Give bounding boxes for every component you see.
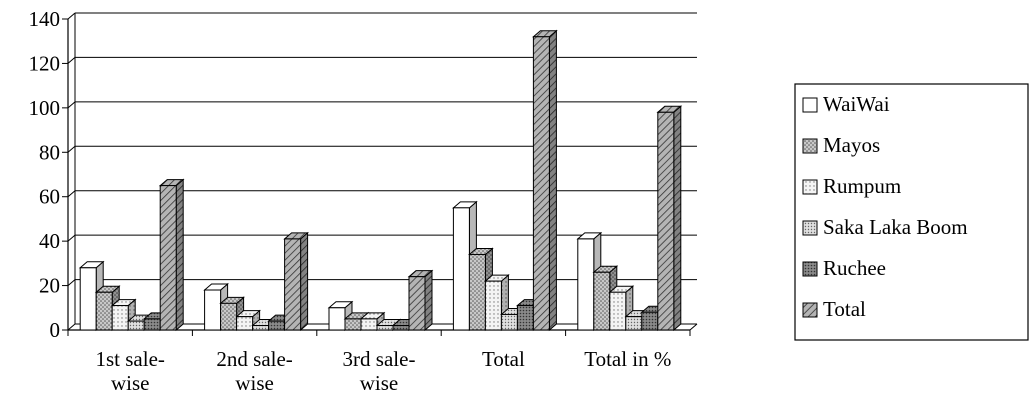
bar-front [500, 313, 518, 331]
bar-front [392, 325, 410, 331]
bar-side-shade [673, 106, 681, 330]
y-tick-label: 140 [29, 7, 61, 31]
bar-front [79, 267, 97, 331]
y-tick-label: 0 [50, 318, 61, 342]
bar-front [625, 316, 643, 331]
bar-total [656, 105, 683, 332]
legend-swatch [802, 97, 818, 113]
bar-front [468, 253, 486, 331]
bar-front [641, 311, 659, 331]
y-tick-label: 40 [39, 229, 60, 253]
y-tick-label: 120 [29, 51, 61, 75]
bar-front [657, 111, 675, 331]
gridline-depth [67, 190, 76, 198]
bar-front [328, 307, 346, 331]
bar-side-shade [300, 232, 308, 330]
x-category-label: 1st sale- [95, 347, 164, 371]
bar-front [220, 302, 238, 331]
y-tick-label: 20 [39, 274, 60, 298]
bar-total [407, 269, 434, 332]
legend-entry: Rumpum [823, 174, 901, 198]
gridline-depth [67, 279, 76, 286]
bar-total [283, 231, 309, 332]
bar-front [609, 291, 627, 331]
bar-front [484, 280, 502, 331]
gridline-depth [67, 12, 76, 20]
bar-front [532, 36, 550, 331]
legend-swatch [802, 179, 818, 195]
legend-swatch [802, 220, 818, 236]
legend-entry: WaiWai [823, 92, 890, 116]
x-category-label: Total in % [584, 347, 671, 371]
y-tick-label: 60 [39, 185, 60, 209]
bar-front [577, 238, 595, 331]
legend-entry: Ruchee [823, 256, 886, 280]
legend-entry: Mayos [823, 133, 880, 157]
gridline-depth [67, 323, 76, 331]
legend-entry: Saka Laka Boom [823, 215, 968, 239]
bar-front [268, 320, 286, 331]
bar-side-shade [176, 179, 184, 330]
x-category-label: Total [482, 347, 525, 371]
bar-front [452, 207, 470, 331]
bar-total [158, 178, 185, 332]
bar-front [593, 271, 611, 331]
x-category-label: wise [360, 371, 399, 395]
gridline-depth [67, 57, 76, 64]
bar-front [111, 305, 129, 331]
legend: WaiWai Mayos Rumpum Saka Laka Boom Ruchee Tot… [794, 83, 1029, 341]
bar-front [252, 325, 270, 331]
bar-side-shade [549, 30, 557, 331]
bar-front [344, 318, 362, 331]
bars-layer [78, 29, 683, 332]
gridline-depth [67, 101, 76, 109]
bar-front [95, 291, 113, 331]
bar-front [127, 320, 145, 331]
bar-front [204, 289, 222, 331]
bar-front [143, 318, 161, 331]
bar-front [376, 325, 394, 331]
legend-swatch [802, 302, 818, 318]
x-category-label: 3rd sale- [343, 347, 416, 371]
bar-front [360, 318, 378, 331]
x-category-label: wise [235, 371, 274, 395]
gridline-depth [67, 145, 76, 153]
legend-entry: Total [823, 297, 866, 321]
bar-front [516, 305, 534, 331]
bar-front [236, 316, 254, 331]
bar-front [159, 185, 177, 331]
legend-swatch [802, 261, 818, 277]
x-category-label: wise [111, 371, 150, 395]
legend-swatch [802, 138, 818, 154]
bar-front [284, 238, 302, 331]
legend-box [794, 83, 1029, 341]
floor-edge [689, 323, 698, 331]
x-category-label: 2nd sale- [216, 347, 292, 371]
y-tick-label: 100 [29, 96, 61, 120]
bar-total [532, 29, 558, 332]
gridline-depth [67, 234, 76, 242]
bar-front [408, 276, 426, 331]
y-tick-label: 80 [39, 140, 60, 164]
bar-side-shade [425, 270, 432, 330]
